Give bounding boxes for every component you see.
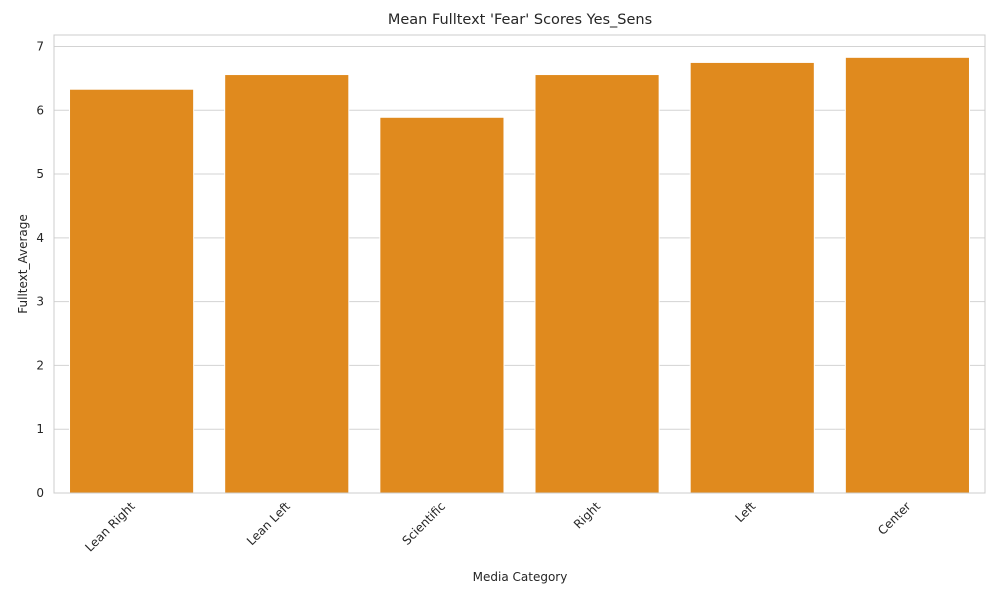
bar-center <box>844 56 970 494</box>
bars <box>69 56 970 494</box>
y-gridlines <box>54 45 985 494</box>
x-tick-label: Lean Right <box>82 499 138 555</box>
x-tick-label: Center <box>875 499 914 538</box>
y-axis-label: Fulltext_Average <box>16 214 30 313</box>
chart-title: Mean Fulltext 'Fear' Scores Yes_Sens <box>388 12 652 28</box>
y-tick-label: 2 <box>36 358 44 372</box>
x-axis-label: Media Category <box>473 570 568 584</box>
bar-right <box>534 74 660 494</box>
y-tick-label: 0 <box>36 486 44 500</box>
bar-left <box>689 61 815 494</box>
y-tick-label: 7 <box>36 39 44 53</box>
bar-lean-right <box>69 88 195 494</box>
y-tick-label: 4 <box>36 231 44 245</box>
plot-frame <box>53 34 986 494</box>
y-tick-labels: 0 1 2 3 4 5 6 7 <box>36 39 44 500</box>
bar-scientific <box>379 116 505 494</box>
x-tick-labels: Lean Right Lean Left Scientific Right Left Ce… <box>82 499 913 555</box>
y-tick-label: 1 <box>36 422 44 436</box>
y-tick-label: 6 <box>36 103 44 117</box>
x-tick-label: Right <box>571 499 603 531</box>
y-tick-label: 3 <box>36 295 44 309</box>
bar-lean-left <box>224 74 350 494</box>
y-tick-label: 5 <box>36 167 44 181</box>
x-tick-label: Lean Left <box>244 499 293 548</box>
x-tick-label: Scientific <box>399 499 448 548</box>
x-tick-label: Left <box>733 499 759 525</box>
